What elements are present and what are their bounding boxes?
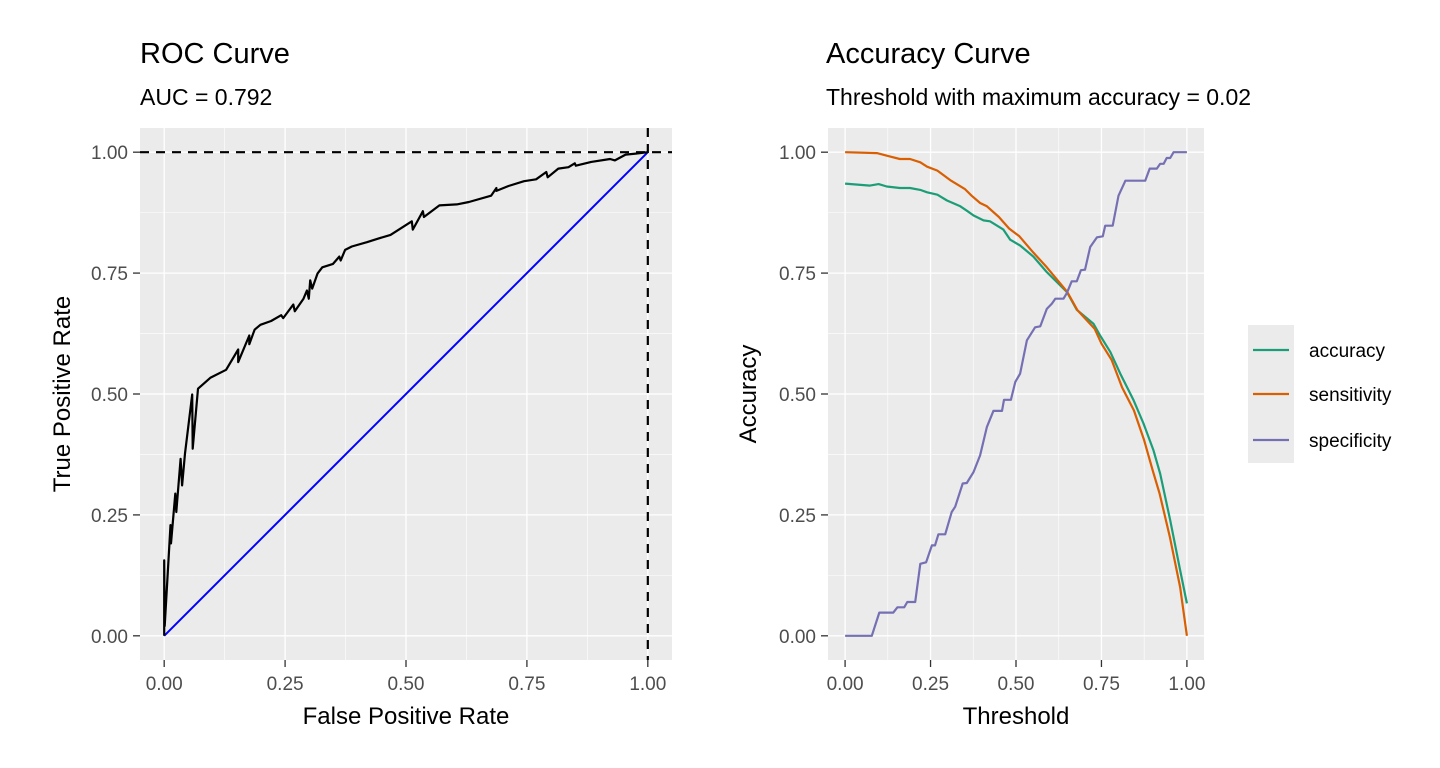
roc-y-tick-label: 1.00 (91, 143, 128, 164)
roc-subtitle: AUC = 0.792 (140, 84, 272, 110)
accuracy-y-tick-label: 1.00 (779, 143, 816, 164)
roc-x-axis-title: False Positive Rate (303, 703, 510, 730)
roc-diagonal-line (163, 151, 649, 637)
roc-x-tick-label: 0.75 (508, 674, 545, 695)
accuracy-x-tick-label: 0.50 (998, 674, 1035, 695)
roc-x-tick-label: 1.00 (629, 674, 666, 695)
accuracy-y-tick-label: 0.75 (779, 264, 816, 285)
accuracy-x-tick-label: 1.00 (1168, 674, 1205, 695)
accuracy-panel: 0.00 0.25 0.50 0.75 1.00 0.00 0.25 0.50 0.75 1.00 (779, 128, 1205, 695)
specificity-curve (845, 151, 1187, 637)
accuracy-x-tick-label: 0.25 (912, 674, 949, 695)
roc-panel: 0.00 0.25 0.50 0.75 1.00 0.00 0.25 0.50 0.75 1.00 (91, 128, 672, 695)
accuracy-x-tick-label: 0.75 (1083, 674, 1120, 695)
roc-x-tick-label: 0.00 (146, 674, 183, 695)
legend-label-accuracy: accuracy (1309, 341, 1386, 362)
accuracy-y-axis-title: Accuracy (735, 345, 762, 444)
roc-y-tick-label: 0.75 (91, 264, 128, 285)
accuracy-y-tick-label: 0.25 (779, 506, 816, 527)
legend-label-specificity: specificity (1309, 431, 1392, 452)
legend-label-sensitivity: sensitivity (1309, 385, 1392, 406)
accuracy-y-tick-label: 0.50 (779, 385, 816, 406)
accuracy-curve (845, 182, 1188, 604)
legend: accuracy sensitivity specificity (1248, 325, 1392, 463)
roc-title: ROC Curve (140, 38, 290, 70)
roc-y-tick-label: 0.00 (91, 627, 128, 648)
roc-y-tick-label: 0.25 (91, 506, 128, 527)
sensitivity-curve (845, 151, 1188, 636)
roc-x-tick-label: 0.25 (267, 674, 304, 695)
accuracy-y-tick-label: 0.00 (779, 627, 816, 648)
accuracy-title: Accuracy Curve (826, 38, 1031, 70)
accuracy-x-tick-label: 0.00 (827, 674, 864, 695)
roc-curve (163, 151, 648, 636)
roc-y-axis-title: True Positive Rate (49, 296, 76, 493)
accuracy-x-axis-title: Threshold (963, 703, 1070, 730)
roc-y-tick-label: 0.50 (91, 385, 128, 406)
roc-x-tick-label: 0.50 (388, 674, 425, 695)
accuracy-subtitle: Threshold with maximum accuracy = 0.02 (826, 84, 1251, 110)
